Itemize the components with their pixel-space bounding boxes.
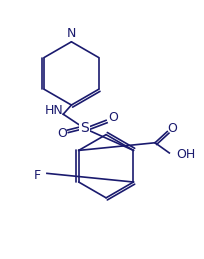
Text: N: N xyxy=(67,27,76,40)
Text: OH: OH xyxy=(176,148,196,162)
Text: O: O xyxy=(57,127,67,140)
Text: O: O xyxy=(167,122,177,135)
Text: F: F xyxy=(34,169,41,182)
Text: S: S xyxy=(80,121,89,135)
Text: O: O xyxy=(108,111,118,124)
Text: HN: HN xyxy=(45,104,63,117)
